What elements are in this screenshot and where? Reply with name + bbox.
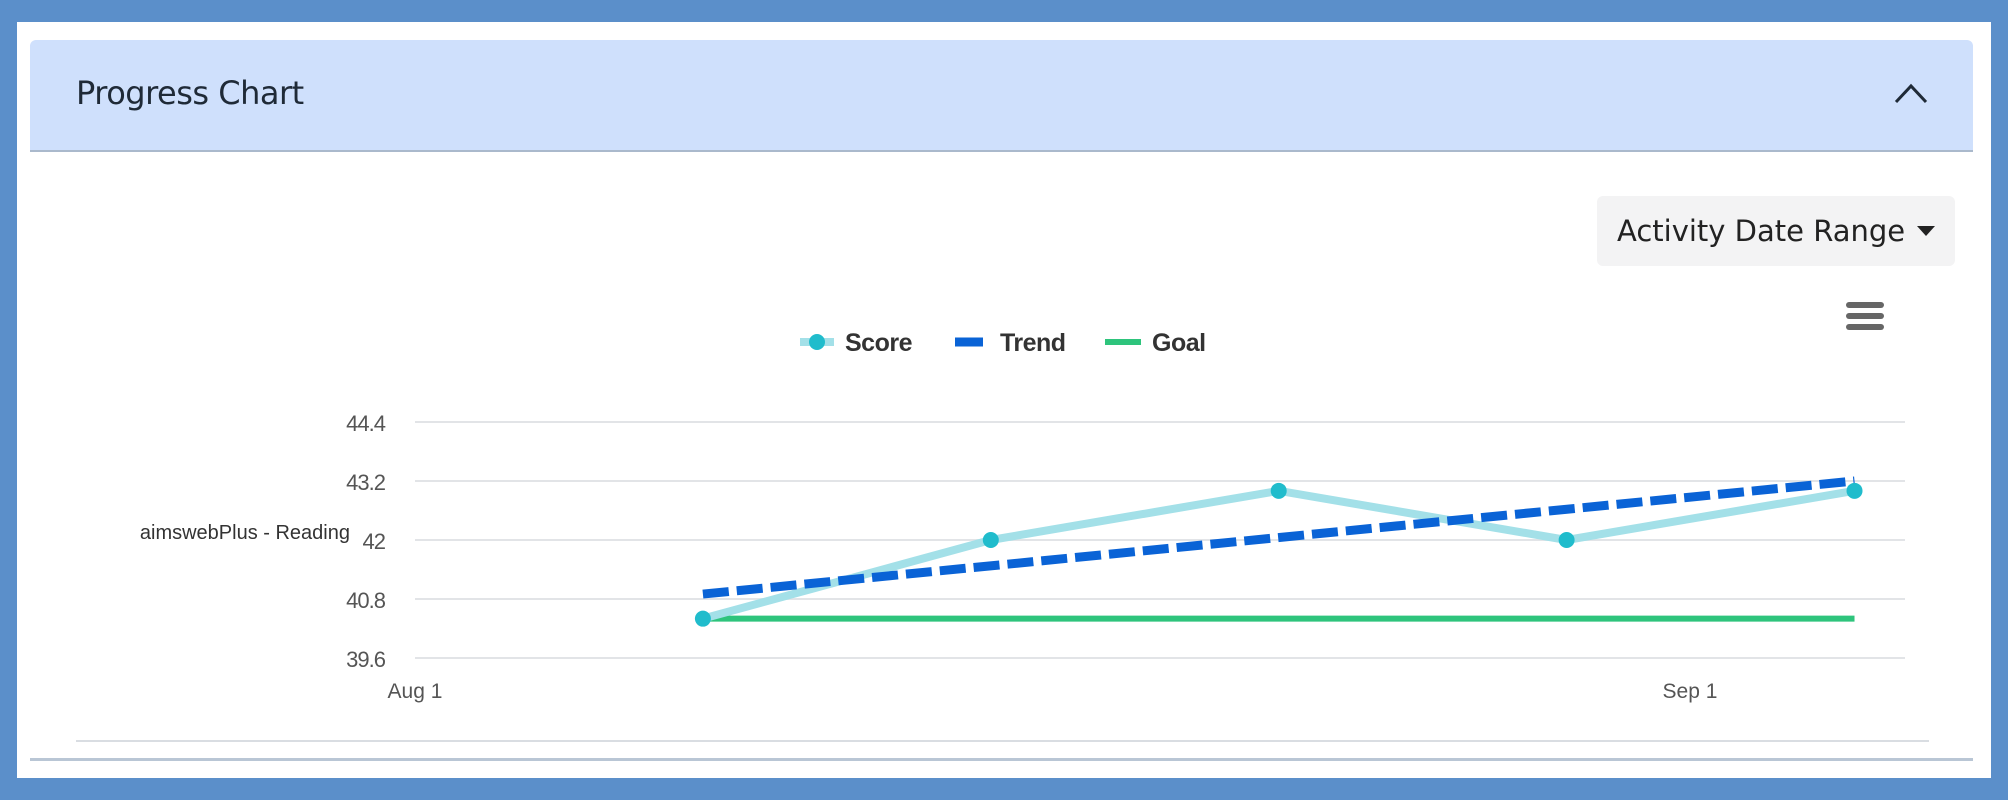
hamburger-icon bbox=[1846, 302, 1884, 330]
panel-body: Activity Date Range Score Trend Goal 44.4 4… bbox=[30, 152, 1973, 762]
chart-menu-button[interactable] bbox=[1846, 302, 1884, 330]
panel-title: Progress Chart bbox=[76, 74, 304, 112]
y-tick-label: 40.8 bbox=[346, 588, 386, 613]
score-point bbox=[1846, 482, 1863, 499]
chart-grid bbox=[415, 421, 1905, 659]
y-tick-label: 39.6 bbox=[346, 647, 386, 672]
score-point bbox=[694, 610, 711, 627]
date-range-label: Activity Date Range bbox=[1617, 214, 1906, 248]
x-axis: Aug 1 Sep 1 bbox=[388, 680, 1718, 703]
progress-chart: Score Trend Goal 44.4 43.2 42 40.8 39.6 aimsweb… bbox=[140, 302, 1905, 703]
x-tick-label: Sep 1 bbox=[1663, 680, 1718, 703]
legend-item-goal: Goal bbox=[1105, 329, 1206, 357]
legend-item-score: Score bbox=[800, 329, 913, 357]
x-tick-label: Aug 1 bbox=[388, 680, 443, 703]
activity-date-range-dropdown[interactable]: Activity Date Range bbox=[1597, 196, 1956, 266]
panel-header: Progress Chart bbox=[30, 40, 1973, 152]
footer-divider bbox=[76, 740, 1929, 742]
legend-label: Trend bbox=[1000, 329, 1066, 357]
score-point bbox=[1558, 532, 1575, 548]
legend-label: Goal bbox=[1152, 329, 1206, 357]
y-axis: 44.4 43.2 42 40.8 39.6 aimswebPlus - Reading bbox=[140, 411, 387, 672]
chevron-up-icon bbox=[1894, 83, 1928, 104]
collapse-button[interactable] bbox=[1891, 74, 1931, 114]
legend-label: Score bbox=[845, 329, 913, 357]
score-point bbox=[1270, 482, 1287, 499]
legend-item-trend: Trend bbox=[955, 329, 1066, 357]
y-axis-label: aimswebPlus - Reading bbox=[140, 522, 350, 544]
chart-series bbox=[694, 476, 1863, 627]
progress-chart-panel: Progress Chart Activity Date Range Score… bbox=[17, 22, 1991, 778]
score-point bbox=[982, 532, 999, 548]
legend-marker-score bbox=[809, 334, 825, 350]
y-tick-label: 42 bbox=[363, 529, 386, 554]
y-tick-label: 43.2 bbox=[346, 470, 386, 495]
caret-down-icon bbox=[1917, 226, 1936, 236]
y-tick-label: 44.4 bbox=[346, 411, 386, 436]
chart-legend: Score Trend Goal bbox=[800, 329, 1206, 357]
trend-line bbox=[702, 476, 1855, 599]
panel-bottom-border bbox=[30, 758, 1973, 761]
